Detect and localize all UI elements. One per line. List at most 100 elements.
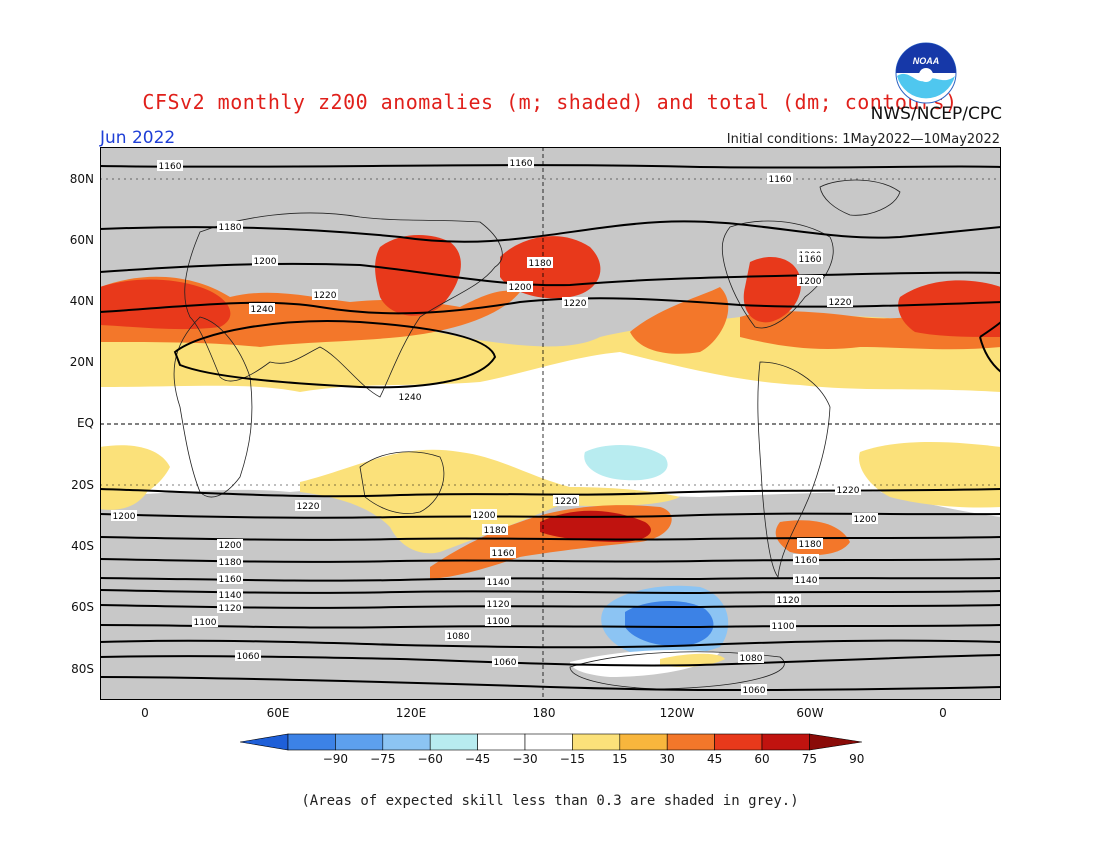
initial-conditions-label: Initial conditions: 1May2022—10May2022 — [726, 132, 1000, 147]
lat-label: 80N — [69, 172, 94, 186]
lon-label: 60E — [266, 706, 290, 720]
contour-label: 1160 — [799, 255, 822, 265]
contour-label-bg — [397, 391, 423, 402]
colorbar-label: 15 — [612, 752, 628, 766]
contour-label-bg — [312, 289, 338, 300]
contour-label: 1180 — [529, 259, 552, 269]
lat-label: 20N — [69, 355, 94, 369]
colorbar-segment — [477, 733, 526, 751]
contour-label-bg — [797, 253, 823, 264]
contour-label-bg — [482, 524, 508, 535]
lat-label: 40N — [69, 294, 94, 308]
colorbar-label: 90 — [849, 752, 865, 766]
colorbar — [240, 733, 862, 751]
contour-label: 1080 — [740, 654, 763, 664]
lon-label: 120E — [395, 706, 427, 720]
contour-label-bg — [490, 547, 516, 558]
contour-label: 1140 — [795, 576, 818, 586]
contour-label: 1100 — [487, 617, 510, 627]
contour-label-bg — [507, 281, 533, 292]
contour-label: 1060 — [237, 652, 260, 662]
contour-label: 1240 — [251, 305, 274, 315]
lon-label: 120W — [659, 706, 695, 720]
contour-label-bg — [249, 303, 275, 314]
colorbar-label: 75 — [801, 752, 818, 766]
lon-label: 60W — [796, 706, 824, 720]
contour-label: 1160 — [492, 549, 515, 559]
contour-label: 1220 — [555, 497, 578, 507]
contour-label: 1120 — [777, 596, 800, 606]
lat-label: 40S — [71, 539, 94, 553]
contour-label: 1180 — [219, 558, 242, 568]
contour-label: 1160 — [795, 556, 818, 566]
lon-label: 0 — [141, 706, 149, 720]
anomaly-region-15-30-south-pacific — [300, 449, 680, 554]
contour-label-bg — [471, 509, 497, 520]
colorbar-segment — [714, 733, 763, 751]
contour-label-bg — [827, 296, 853, 307]
contour-label: 1220 — [314, 291, 337, 301]
lat-label: 60S — [71, 600, 94, 614]
contour-label: 1200 — [113, 512, 136, 522]
contour-label-bg — [775, 594, 801, 605]
chart-title: CFSv2 monthly z200 anomalies (m; shaded)… — [142, 90, 958, 114]
contour-label-bg — [770, 620, 796, 631]
contour-label: 1160 — [510, 159, 533, 169]
contour-label-bg — [793, 574, 819, 585]
contour-label-bg — [553, 495, 579, 506]
contour-label-bg — [797, 538, 823, 549]
contour-label: 1240 — [399, 393, 422, 403]
anomaly-region-75-90-southpacific — [540, 510, 651, 542]
contour-label: 1160 — [159, 162, 182, 172]
contour-label-bg — [217, 556, 243, 567]
contour-label: 1120 — [487, 600, 510, 610]
contour-label-bg — [485, 615, 511, 626]
contour-label: 1220 — [564, 299, 587, 309]
colorbar-label: −45 — [464, 752, 491, 766]
contour-label-bg — [192, 616, 218, 627]
contour-label-bg — [157, 160, 183, 171]
anomaly-region-15-30-west — [100, 447, 150, 510]
lat-label: 60N — [69, 233, 94, 247]
coastlines — [173, 179, 901, 690]
height-contours — [100, 164, 1001, 692]
credit-label: NWS/NCEP/CPC — [870, 104, 1002, 124]
contour-label-bg — [797, 275, 823, 286]
contour-label-bg — [111, 510, 137, 521]
contour-label: 1080 — [447, 632, 470, 642]
colorbar-label: −75 — [370, 752, 396, 766]
contour-label: 1060 — [743, 686, 766, 696]
contour-label: 1140 — [487, 578, 510, 588]
contour-label-bg — [235, 650, 261, 661]
colorbar-label: −30 — [512, 752, 538, 766]
colorbar-arrow-right — [809, 733, 862, 751]
contour-label: 1220 — [829, 298, 852, 308]
colorbar-label: −60 — [417, 752, 443, 766]
contour-label-bg — [445, 630, 471, 641]
contour-label-bg — [793, 554, 819, 565]
contour-label: 1200 — [219, 541, 242, 551]
contour-label-bg — [492, 656, 518, 667]
contour-label: 1220 — [837, 486, 860, 496]
contour-label-bg — [852, 513, 878, 524]
anomaly-region-neg-60-90 — [625, 601, 714, 647]
colorbar-segment — [524, 733, 573, 751]
logo-text: NOAA — [913, 56, 940, 66]
anomaly-region-60-90-eastatlantic — [898, 280, 1001, 337]
lon-label: 180 — [532, 706, 556, 720]
contour-label-bg — [252, 255, 278, 266]
noaa-logo: NOAA — [895, 42, 957, 104]
contour-label: 1220 — [297, 502, 320, 512]
contour-label-bg — [508, 157, 534, 168]
contour-label-bg — [485, 598, 511, 609]
lat-label: 80S — [71, 662, 94, 676]
colorbar-segment — [572, 733, 621, 751]
contour-label-bg — [738, 652, 764, 663]
map-frame — [100, 147, 1001, 700]
contour-label-bg — [295, 500, 321, 511]
month-label: Jun 2022 — [100, 128, 176, 148]
lon-label: 0 — [939, 706, 947, 720]
contour-label-bg — [485, 576, 511, 587]
contour-label-bg — [217, 573, 243, 584]
anomaly-region-15-30-antarctic — [660, 653, 725, 667]
